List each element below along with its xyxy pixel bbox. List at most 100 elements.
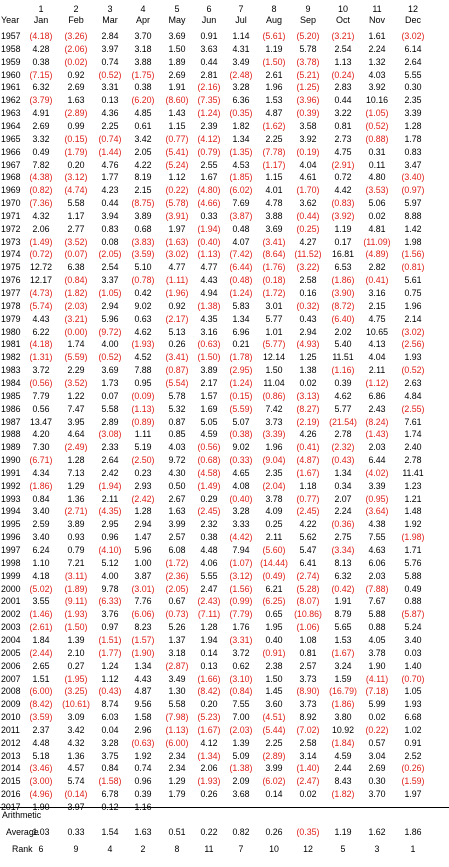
year-cell: 2007 bbox=[1, 673, 21, 684]
return-cell: (16.79) bbox=[329, 686, 357, 697]
return-cell: (0.77) bbox=[296, 493, 320, 504]
return-cell: (6.44) bbox=[229, 262, 253, 273]
return-cell: 1.36 bbox=[67, 493, 85, 504]
return-cell: (5.20) bbox=[296, 31, 320, 41]
table-row: 1986 0.56 7.47 5.58 (1.13) 5.32 1.69 (5.59) 7.42… bbox=[0, 403, 449, 416]
return-cell: (0.15) bbox=[229, 390, 253, 401]
return-cell: 3.49 bbox=[232, 56, 250, 67]
return-cell: (0.84) bbox=[64, 275, 88, 286]
return-cell: (0.82) bbox=[29, 185, 53, 196]
return-cell: (4.89) bbox=[365, 249, 389, 260]
rank-row: Rank 6 9 4 2 8 11 7 10 12 5 3 1 bbox=[0, 843, 449, 856]
return-cell: 3.40 bbox=[404, 634, 422, 645]
return-cell: 4.00 bbox=[101, 570, 119, 581]
header-month-name: May bbox=[168, 15, 186, 25]
return-cell: (2.43) bbox=[197, 596, 221, 607]
return-cell: (1.90) bbox=[131, 647, 155, 658]
return-cell: (4.51) bbox=[262, 712, 286, 723]
return-cell: 1.37 bbox=[168, 634, 186, 645]
return-cell: (3.31) bbox=[229, 634, 253, 645]
table-row: 2010 (3.59) 3.09 6.03 1.58 (7.98) (5.23) 7.00 (4… bbox=[0, 711, 449, 724]
return-cell: (0.89) bbox=[131, 416, 155, 427]
return-cell: (3.00) bbox=[29, 776, 53, 787]
return-cell: 4.06 bbox=[200, 557, 218, 568]
return-cell: (5.60) bbox=[262, 545, 286, 555]
rank-value: 7 bbox=[238, 844, 244, 854]
return-cell: (2.87) bbox=[165, 660, 189, 671]
return-cell: 12.72 bbox=[29, 262, 52, 273]
return-cell: (0.49) bbox=[262, 570, 286, 581]
table-row: 1992 (1.86) 1.29 (1.94) 2.93 0.50 (1.49) 4.08 (2… bbox=[0, 480, 449, 493]
return-cell: 4.48 bbox=[32, 737, 50, 748]
return-cell: 1.34 bbox=[232, 313, 250, 324]
return-cell: 2.11 bbox=[265, 532, 283, 543]
return-cell: (7.98) bbox=[165, 712, 189, 723]
return-cell: 1.12 bbox=[168, 172, 186, 183]
return-cell: (2.45) bbox=[296, 506, 320, 517]
table-row: 1957 (4.18) (3.26) 2.84 3.70 3.69 0.91 1.14 (5.6… bbox=[0, 30, 449, 43]
return-cell: (4.12) bbox=[197, 133, 221, 144]
year-cell: 1967 bbox=[1, 159, 21, 170]
table-row: 1976 12.17 (0.84) 3.37 (0.78) (1.11) 4.43 (0.48… bbox=[0, 274, 449, 287]
header-month-number: 10 bbox=[337, 4, 348, 14]
return-cell: 2.81 bbox=[200, 69, 218, 80]
rank-value: 5 bbox=[340, 844, 346, 854]
return-cell: 0.30 bbox=[368, 776, 386, 787]
return-cell: 4.87 bbox=[134, 686, 152, 697]
return-cell: 1.79 bbox=[168, 789, 186, 800]
return-cell: 0.43 bbox=[299, 313, 317, 324]
return-cell: 2.02 bbox=[334, 326, 352, 337]
average-value: 0.26 bbox=[265, 827, 283, 837]
return-cell: (0.79) bbox=[197, 146, 221, 157]
return-cell: (2.95) bbox=[229, 365, 253, 376]
return-cell: (0.42) bbox=[331, 583, 355, 594]
return-cell: 0.49 bbox=[32, 146, 50, 157]
return-cell: 5.13 bbox=[168, 326, 186, 337]
return-cell: (5.87) bbox=[401, 609, 425, 620]
return-cell: 3.28 bbox=[101, 737, 119, 748]
return-cell: 0.16 bbox=[299, 288, 317, 298]
return-cell: 8.43 bbox=[334, 776, 352, 787]
summary-divider bbox=[0, 807, 449, 808]
return-cell: (1.98) bbox=[401, 532, 425, 543]
return-cell: (2.03) bbox=[64, 300, 88, 311]
return-cell: 4.03 bbox=[368, 69, 386, 80]
return-cell: 0.75 bbox=[404, 288, 422, 298]
return-cell: (7.78) bbox=[262, 146, 286, 157]
header-month-number: 9 bbox=[305, 4, 311, 14]
return-cell: 8.13 bbox=[334, 557, 352, 568]
return-cell: (1.12) bbox=[365, 377, 389, 388]
return-cell: 4.04 bbox=[368, 352, 386, 363]
year-cell: 1994 bbox=[1, 506, 21, 517]
return-cell: 3.88 bbox=[134, 56, 152, 67]
return-cell: (4.74) bbox=[64, 185, 88, 196]
return-cell: 3.09 bbox=[67, 712, 85, 723]
return-cell: (1.24) bbox=[197, 108, 221, 119]
return-cell: (0.19) bbox=[296, 146, 320, 157]
header-month-number: 12 bbox=[407, 4, 418, 14]
return-cell: 3.39 bbox=[404, 108, 422, 119]
return-cell: (0.00) bbox=[64, 326, 88, 337]
return-cell: 4.62 bbox=[334, 390, 352, 401]
return-cell: 0.29 bbox=[200, 493, 218, 504]
return-cell: 0.91 bbox=[404, 737, 422, 748]
year-cell: 2015 bbox=[1, 776, 21, 787]
return-cell: (0.52) bbox=[98, 69, 122, 80]
return-cell: 1.74 bbox=[404, 429, 422, 440]
return-cell: (1.57) bbox=[131, 634, 155, 645]
table-row: 1981 (4.18) 1.74 4.00 (1.93) 0.26 (0.63) 0.21 (5… bbox=[0, 338, 449, 351]
header-month-name: Dec bbox=[404, 15, 421, 25]
return-cell: 2.78 bbox=[334, 429, 352, 440]
return-cell: 0.39 bbox=[134, 789, 152, 800]
return-cell: 1.43 bbox=[168, 108, 186, 119]
table-row: 2003 (2.61) (1.50) 0.97 8.23 5.26 1.28 1.76 1.95… bbox=[0, 621, 449, 634]
return-cell: 3.18 bbox=[168, 647, 186, 658]
return-cell: 4.63 bbox=[368, 545, 386, 555]
return-cell: (1.56) bbox=[229, 583, 253, 594]
return-cell: 2.54 bbox=[334, 43, 352, 54]
return-cell: 5.58 bbox=[101, 403, 119, 414]
return-cell: 1.51 bbox=[32, 673, 50, 684]
return-cell: 4.20 bbox=[32, 429, 50, 440]
return-cell: (6.71) bbox=[29, 455, 53, 466]
rank-value: 4 bbox=[107, 844, 113, 854]
